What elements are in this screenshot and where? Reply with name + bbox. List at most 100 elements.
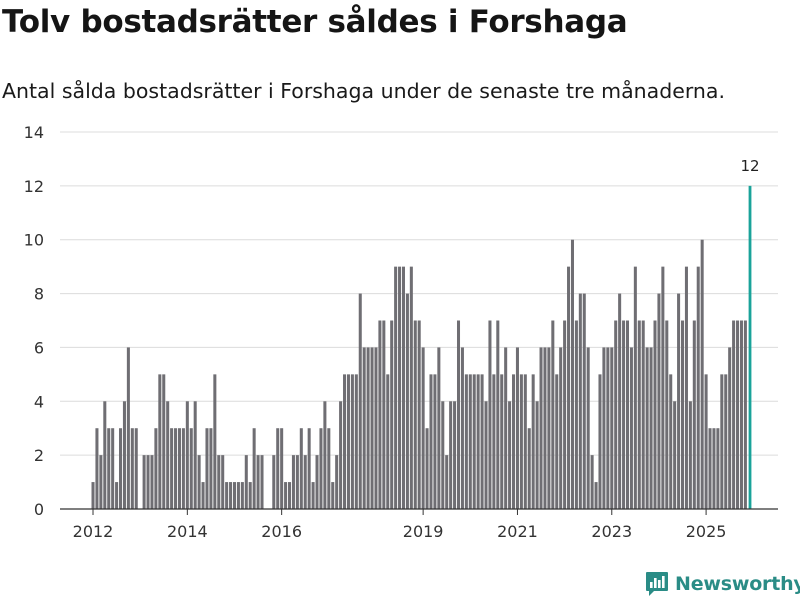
newsworthy-icon [646, 572, 668, 596]
bar [531, 374, 535, 509]
bar [535, 401, 539, 509]
newsworthy-logo[interactable]: Newsworthy [645, 570, 800, 598]
bar [708, 428, 712, 509]
bar [594, 482, 598, 509]
bar [284, 482, 288, 509]
bar [244, 455, 248, 509]
y-tick-label: 2 [34, 446, 44, 465]
y-tick-label: 4 [34, 392, 44, 411]
bar [649, 347, 653, 509]
bar [696, 266, 700, 509]
bar [331, 482, 335, 509]
bar [633, 266, 637, 509]
bar [677, 293, 681, 509]
bar [232, 482, 237, 509]
bar [146, 455, 150, 509]
bar [614, 320, 618, 509]
bar [401, 266, 405, 509]
bar [150, 455, 154, 509]
bar [429, 374, 433, 509]
bar [346, 374, 350, 509]
bar [704, 374, 708, 509]
bar [221, 455, 225, 509]
bar [574, 320, 578, 509]
bar [739, 320, 743, 509]
bar [570, 239, 574, 509]
brand-name: Newsworthy [675, 573, 800, 595]
bar [386, 374, 390, 509]
bar [421, 347, 425, 509]
bar [606, 347, 610, 509]
bar [354, 374, 358, 509]
bar [720, 374, 724, 509]
bar [433, 374, 437, 509]
bar [586, 347, 590, 509]
bar [115, 482, 119, 509]
bar [625, 320, 630, 509]
bar [134, 428, 138, 509]
bar [645, 347, 649, 509]
bar [578, 293, 582, 509]
y-tick-label: 8 [34, 285, 44, 304]
bar [582, 293, 586, 509]
bar [413, 320, 417, 509]
y-tick-label: 12 [24, 177, 44, 196]
bar [523, 374, 527, 509]
x-tick-label: 2021 [497, 522, 538, 541]
bar [555, 374, 559, 509]
bar [295, 455, 299, 509]
bar [327, 428, 331, 509]
bar [335, 455, 339, 509]
bar [99, 455, 103, 509]
x-tick-label: 2014 [167, 522, 208, 541]
bar [716, 428, 720, 509]
bar [158, 374, 162, 509]
bar [370, 347, 374, 509]
bar [732, 320, 736, 509]
bar [358, 293, 362, 509]
x-tick-label: 2023 [591, 522, 632, 541]
bar [539, 347, 543, 509]
bar [350, 374, 354, 509]
bar [181, 428, 185, 509]
bar [142, 455, 146, 509]
bar [460, 347, 464, 509]
bar [665, 320, 669, 509]
bar [657, 293, 661, 509]
bar [405, 293, 409, 509]
bar [311, 482, 315, 509]
y-axis: 0 2 4 6 8 10 12 14 [24, 123, 44, 519]
bar [303, 455, 307, 509]
bar [441, 401, 445, 509]
bar [323, 401, 327, 509]
bar [641, 320, 645, 509]
bar [492, 374, 496, 509]
x-tick-label: 2012 [73, 522, 114, 541]
bar [437, 347, 441, 509]
bar [174, 428, 178, 509]
bar [256, 455, 260, 509]
bar [476, 374, 480, 509]
bar [480, 374, 484, 509]
bar [280, 428, 284, 509]
x-axis: 2012 2014 2016 2019 2021 2023 2025 [60, 508, 778, 541]
x-tick-label: 2016 [261, 522, 302, 541]
bar [193, 401, 197, 509]
bar [681, 320, 685, 509]
bar [177, 428, 181, 509]
bar [508, 401, 512, 509]
bar [590, 455, 594, 509]
bar [692, 320, 696, 509]
bar [563, 320, 567, 509]
y-tick-label: 0 [34, 500, 44, 519]
bar [700, 239, 704, 509]
bar [382, 320, 386, 509]
bar [374, 347, 378, 509]
bar [185, 401, 189, 509]
bar [307, 428, 311, 509]
bar [170, 428, 174, 509]
bar [339, 401, 343, 509]
bar [559, 347, 563, 509]
bar [425, 428, 429, 509]
y-tick-label: 6 [34, 338, 44, 357]
